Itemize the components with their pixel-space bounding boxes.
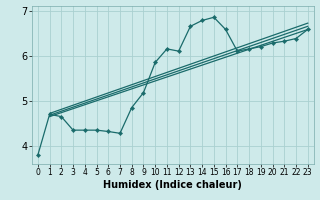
X-axis label: Humidex (Indice chaleur): Humidex (Indice chaleur) xyxy=(103,180,242,190)
